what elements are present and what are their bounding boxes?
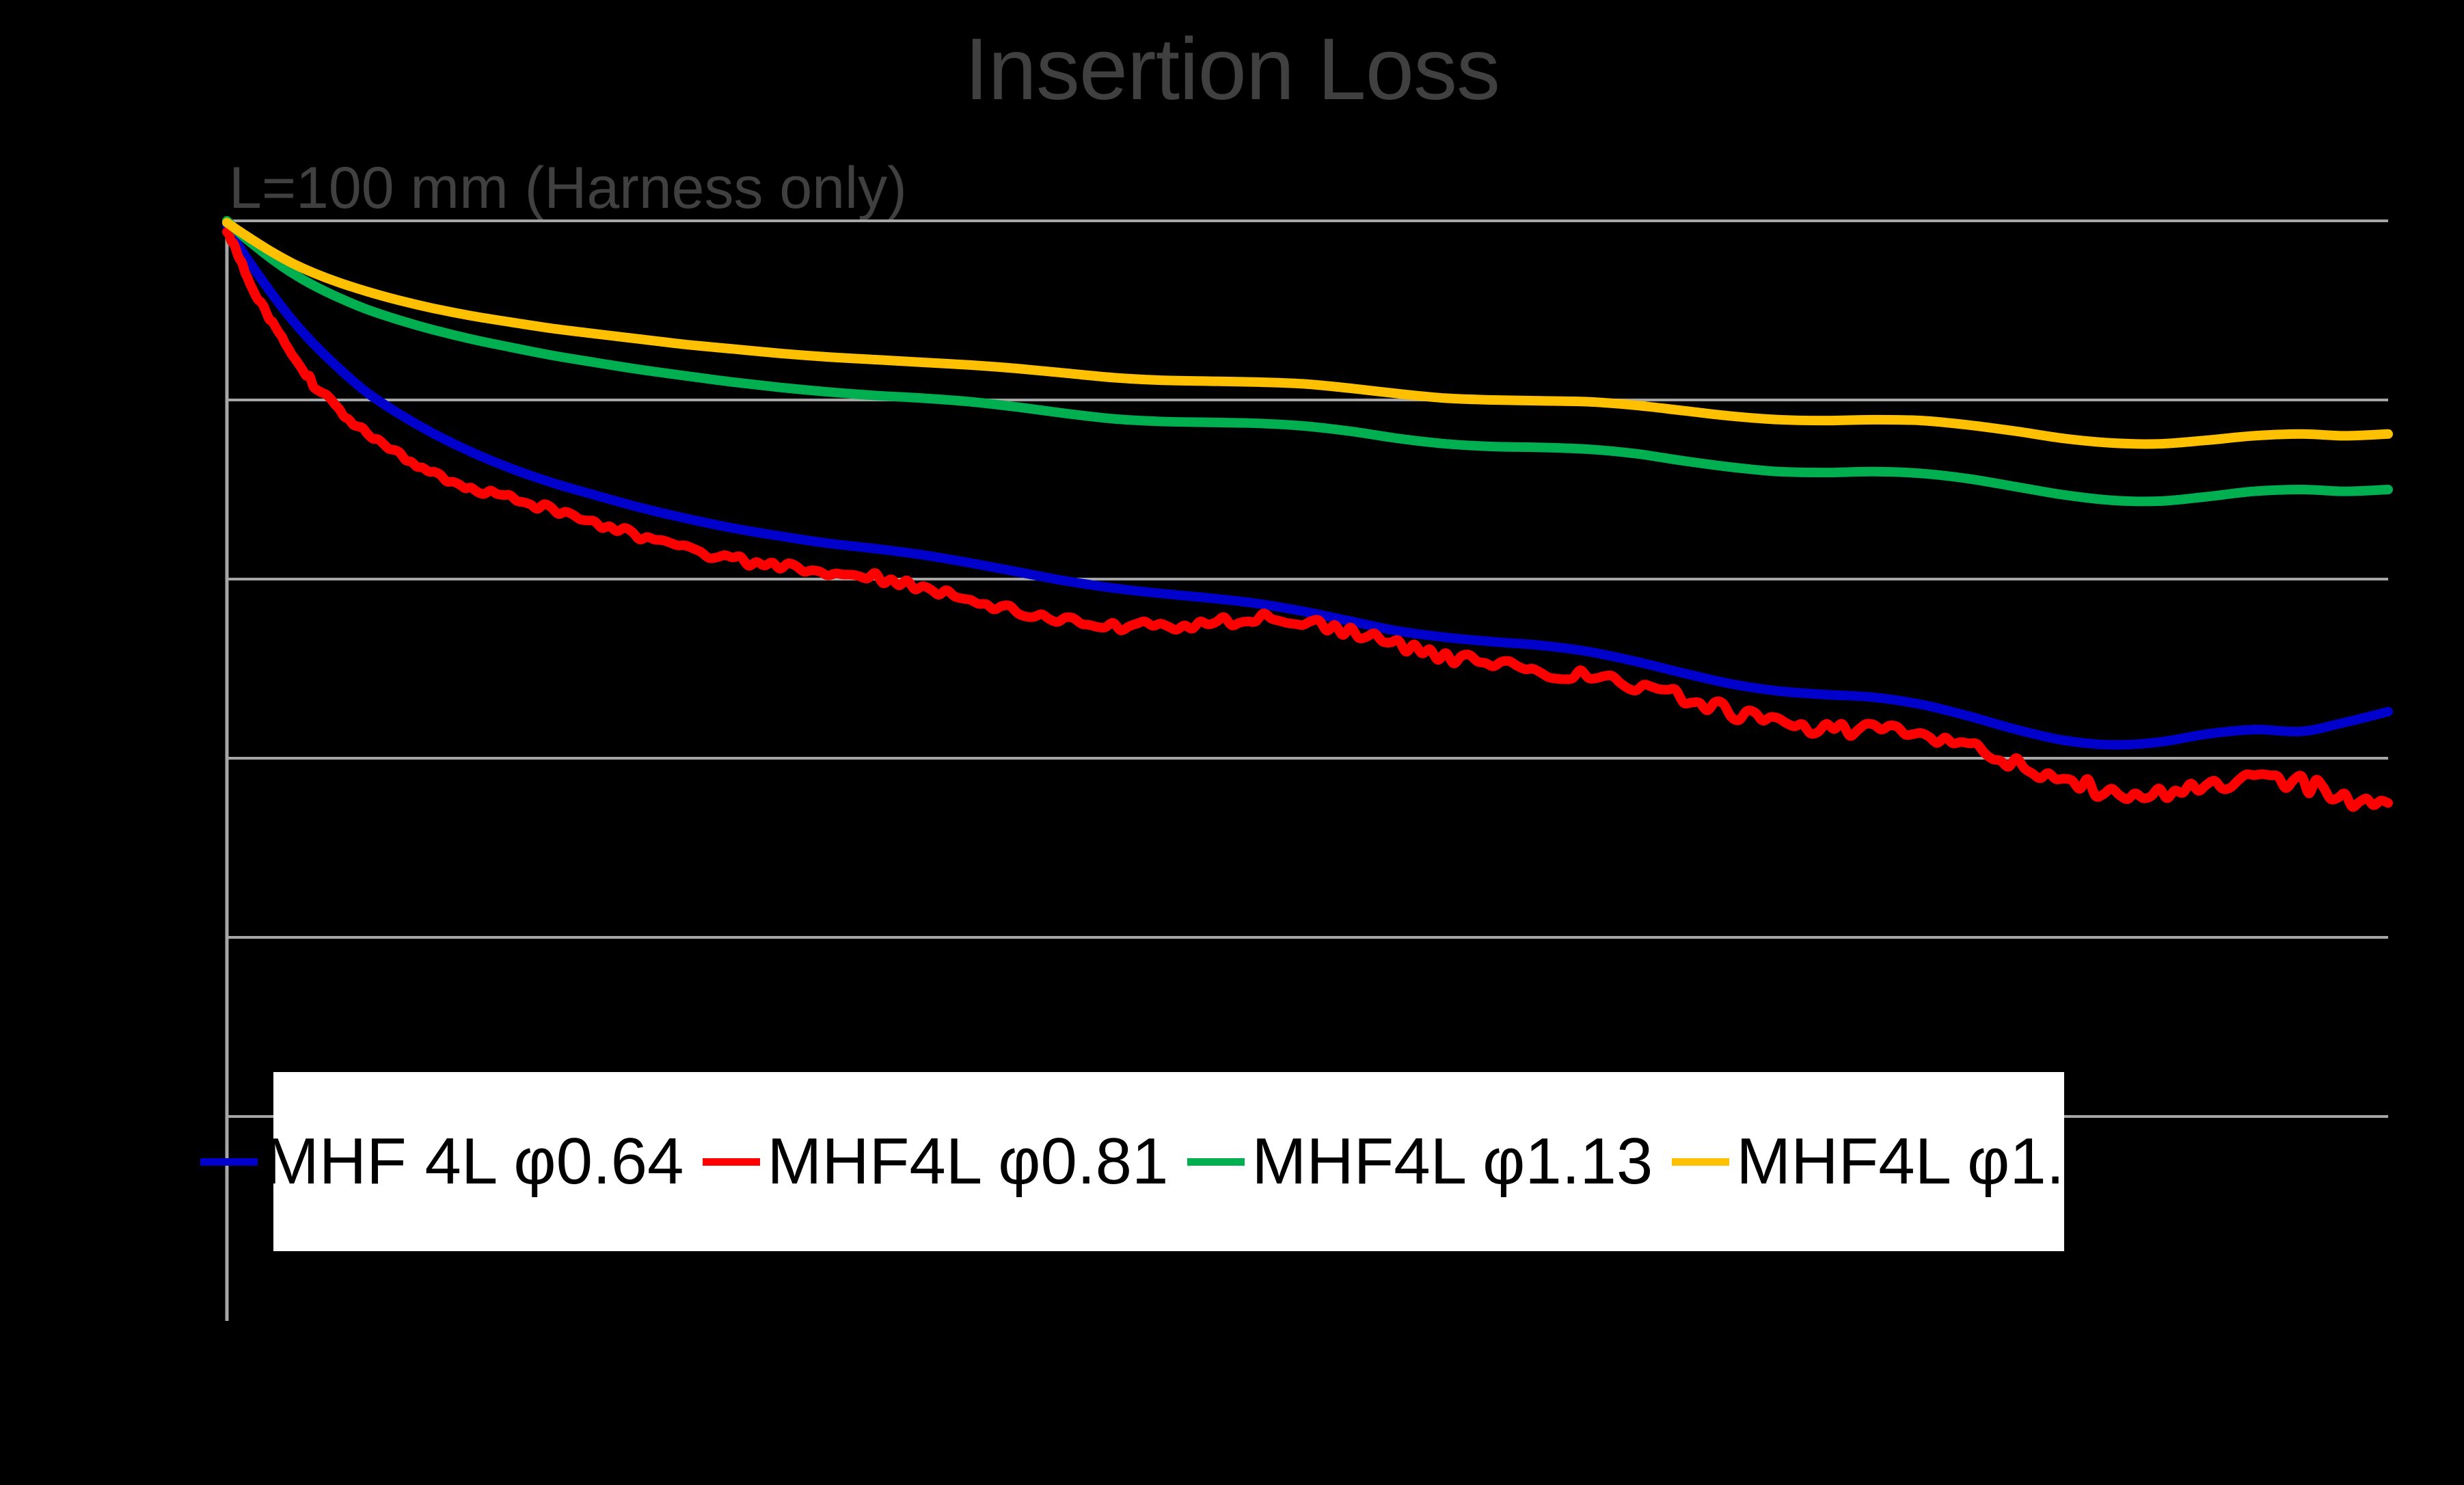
legend: MHF 4L φ0.64 MHF4L φ0.81 MHF4L φ1.13 MHF4L …: [200, 1072, 2137, 1251]
legend-line-swatch-icon: [1187, 1158, 1245, 1166]
legend-line-swatch-icon: [703, 1158, 761, 1166]
legend-item-label: MHF4L φ1.13: [1251, 1125, 1653, 1198]
legend-line-swatch-icon: [200, 1158, 258, 1166]
series-line-3: [222, 216, 2393, 507]
legend-item-4[interactable]: MHF4L φ1.37: [1662, 1129, 2147, 1194]
legend-item-label: MHF4L φ1.37: [1736, 1125, 2138, 1198]
legend-item-3[interactable]: MHF4L φ1.13: [1178, 1129, 1662, 1194]
legend-item-1[interactable]: MHF 4L φ0.64: [191, 1129, 694, 1194]
page-title: Insertion Loss: [964, 21, 1500, 118]
legend-line-swatch-icon: [1672, 1158, 1730, 1166]
legend-item-2[interactable]: MHF4L φ0.81: [693, 1129, 1178, 1194]
series-line-1: [222, 220, 2393, 750]
series-lines: [222, 216, 2393, 812]
legend-item-label: MHF 4L φ0.64: [264, 1125, 684, 1198]
series-line-4: [222, 217, 2393, 449]
chart-subtitle: L=100 mm (Harness only): [229, 155, 907, 221]
legend-item-label: MHF4L φ0.81: [767, 1125, 1169, 1198]
series-line-2: [222, 227, 2393, 812]
